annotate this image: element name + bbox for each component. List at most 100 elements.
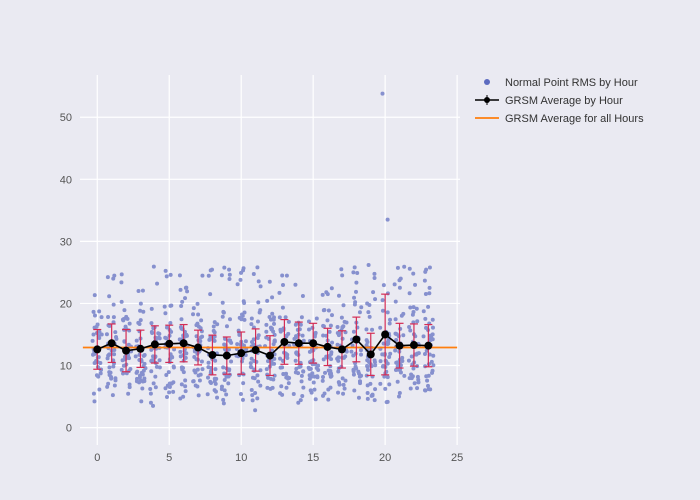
scatter-point	[182, 370, 186, 374]
scatter-point	[401, 333, 405, 337]
scatter-point	[149, 359, 153, 363]
scatter-point	[206, 392, 210, 396]
scatter-point	[310, 371, 314, 375]
scatter-point	[196, 302, 200, 306]
scatter-point	[250, 357, 254, 361]
scatter-point	[213, 339, 217, 343]
scatter-point	[257, 279, 261, 283]
scatter-point	[109, 375, 113, 379]
scatter-point	[121, 358, 125, 362]
scatter-point	[141, 310, 145, 314]
scatter-point	[199, 318, 203, 322]
scatter-point	[300, 374, 304, 378]
scatter-point	[254, 360, 258, 364]
avg-hour-marker	[424, 342, 432, 350]
scatter-point	[241, 381, 245, 385]
scatter-point	[163, 305, 167, 309]
scatter-point	[141, 373, 145, 377]
scatter-point	[335, 357, 339, 361]
scatter-point	[341, 392, 345, 396]
x-tick-label: 25	[451, 452, 463, 464]
scatter-point	[99, 368, 103, 372]
scatter-point	[373, 358, 377, 362]
scatter-point	[196, 312, 200, 316]
scatter-point	[227, 368, 231, 372]
scatter-point	[285, 386, 289, 390]
avg-hour-marker	[108, 339, 116, 347]
scatter-point	[222, 371, 226, 375]
scatter-point	[120, 272, 124, 276]
scatter-point	[250, 388, 254, 392]
scatter-point	[172, 366, 176, 370]
scatter-point	[164, 373, 168, 377]
avg-hour-marker	[223, 352, 231, 360]
avg-hour-marker	[266, 352, 274, 360]
scatter-point	[328, 330, 332, 334]
scatter-point	[264, 330, 268, 334]
scatter-point	[431, 326, 435, 330]
scatter-point	[430, 371, 434, 375]
scatter-point	[371, 290, 375, 294]
scatter-point	[208, 380, 212, 384]
scatter-point	[310, 326, 314, 330]
scatter-point	[427, 291, 431, 295]
scatter-point	[120, 300, 124, 304]
scatter-point	[285, 274, 289, 278]
scatter-point	[138, 376, 142, 380]
scatter-point	[239, 317, 243, 321]
scatter-point	[212, 325, 216, 329]
scatter-point	[411, 272, 415, 276]
scatter-point	[148, 387, 152, 391]
scatter-point	[179, 288, 183, 292]
avg-hour-marker	[208, 351, 216, 359]
scatter-point	[279, 366, 283, 370]
scatter-point	[326, 292, 330, 296]
scatter-point	[378, 382, 382, 386]
scatter-point	[142, 354, 146, 358]
scatter-point	[359, 353, 363, 357]
scatter-point	[167, 390, 171, 394]
avg-hour-marker	[396, 342, 404, 350]
avg-hour-marker	[381, 330, 389, 338]
scatter-point	[258, 308, 262, 312]
scatter-point	[307, 367, 311, 371]
scatter-point	[139, 302, 143, 306]
scatter-point	[92, 310, 96, 314]
scatter-point	[309, 388, 313, 392]
scatter-point	[220, 273, 224, 277]
avg-hour-marker	[136, 345, 144, 353]
scatter-point	[251, 398, 255, 402]
scatter-point	[269, 318, 273, 322]
scatter-point	[192, 306, 196, 310]
scatter-point	[152, 265, 156, 269]
scatter-point	[200, 367, 204, 371]
scatter-point	[373, 297, 377, 301]
scatter-point	[270, 295, 274, 299]
scatter-point	[415, 386, 419, 390]
avg-hour-marker	[410, 341, 418, 349]
scatter-point	[249, 322, 253, 326]
scatter-point	[183, 384, 187, 388]
scatter-point	[199, 335, 203, 339]
scatter-point	[371, 394, 375, 398]
scatter-point	[213, 380, 217, 384]
scatter-point	[183, 378, 187, 382]
scatter-point	[316, 368, 320, 372]
scatter-point	[235, 342, 239, 346]
scatter-point	[301, 370, 305, 374]
scatter-point	[113, 383, 117, 387]
scatter-outlier	[197, 393, 201, 397]
scatter-point	[210, 268, 214, 272]
scatter-point	[112, 315, 116, 319]
avg-hour-marker	[280, 338, 288, 346]
x-tick-label: 5	[166, 452, 172, 464]
scatter-point	[394, 300, 398, 304]
x-tick-label: 15	[307, 452, 319, 464]
scatter-point	[249, 361, 253, 365]
scatter-point	[158, 358, 162, 362]
scatter-point	[337, 294, 341, 298]
scatter-point	[326, 387, 330, 391]
scatter-point	[352, 369, 356, 373]
scatter-point	[294, 334, 298, 338]
scatter-point	[397, 334, 401, 338]
